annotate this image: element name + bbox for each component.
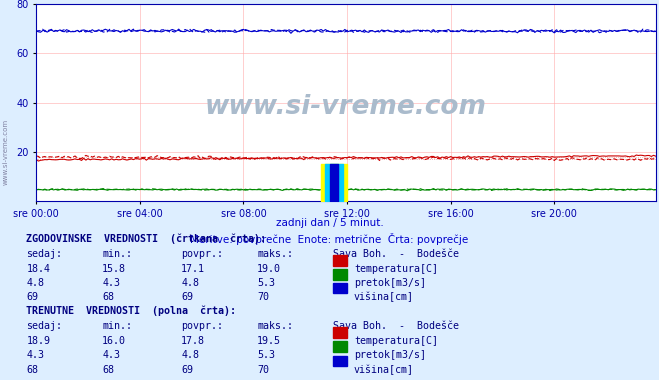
Text: 4.3: 4.3 [26, 350, 44, 360]
Text: ZGODOVINSKE  VREDNOSTI  (črtkana  črta):: ZGODOVINSKE VREDNOSTI (črtkana črta): [26, 234, 266, 244]
Text: pretok[m3/s]: pretok[m3/s] [354, 350, 426, 360]
Text: maks.:: maks.: [257, 249, 293, 259]
Text: sedaj:: sedaj: [26, 321, 63, 331]
Text: 15.8: 15.8 [102, 264, 126, 274]
Text: temperatura[C]: temperatura[C] [354, 336, 438, 346]
Text: 5.3: 5.3 [257, 350, 275, 360]
Text: 4.8: 4.8 [26, 278, 44, 288]
Text: 70: 70 [257, 292, 269, 302]
Text: višina[cm]: višina[cm] [354, 365, 414, 375]
Text: 18.9: 18.9 [26, 336, 50, 346]
Text: 68: 68 [102, 365, 114, 375]
Text: zadnji dan / 5 minut.: zadnji dan / 5 minut. [275, 218, 384, 228]
Text: min.:: min.: [102, 249, 132, 259]
Text: 4.3: 4.3 [102, 350, 120, 360]
Text: Sava Boh.  -  Bodešče: Sava Boh. - Bodešče [333, 321, 459, 331]
Text: 4.8: 4.8 [181, 278, 199, 288]
Text: 69: 69 [181, 292, 193, 302]
Text: povpr.:: povpr.: [181, 249, 223, 259]
Text: temperatura[C]: temperatura[C] [354, 264, 438, 274]
Text: 69: 69 [26, 292, 38, 302]
Text: 16.0: 16.0 [102, 336, 126, 346]
Text: www.si-vreme.com: www.si-vreme.com [205, 93, 487, 120]
Text: 69: 69 [181, 365, 193, 375]
Text: višina[cm]: višina[cm] [354, 292, 414, 302]
Text: maks.:: maks.: [257, 321, 293, 331]
Text: 70: 70 [257, 365, 269, 375]
Text: 17.1: 17.1 [181, 264, 205, 274]
Text: 68: 68 [102, 292, 114, 302]
Text: 68: 68 [26, 365, 38, 375]
Text: TRENUTNE  VREDNOSTI  (polna  črta):: TRENUTNE VREDNOSTI (polna črta): [26, 306, 237, 317]
Text: povpr.:: povpr.: [181, 321, 223, 331]
Text: 4.8: 4.8 [181, 350, 199, 360]
Text: 19.5: 19.5 [257, 336, 281, 346]
Text: www.si-vreme.com: www.si-vreme.com [2, 119, 9, 185]
Text: 5.3: 5.3 [257, 278, 275, 288]
Text: sedaj:: sedaj: [26, 249, 63, 259]
Text: Meritve: povprečne  Enote: metrične  Črta: povprečje: Meritve: povprečne Enote: metrične Črta:… [190, 233, 469, 245]
Text: 19.0: 19.0 [257, 264, 281, 274]
Text: Sava Boh.  -  Bodešče: Sava Boh. - Bodešče [333, 249, 459, 259]
Title: Sava Boh. - Bodešče: Sava Boh. - Bodešče [259, 0, 433, 3]
Text: min.:: min.: [102, 321, 132, 331]
Text: 18.4: 18.4 [26, 264, 50, 274]
Text: 17.8: 17.8 [181, 336, 205, 346]
Text: pretok[m3/s]: pretok[m3/s] [354, 278, 426, 288]
Text: 4.3: 4.3 [102, 278, 120, 288]
